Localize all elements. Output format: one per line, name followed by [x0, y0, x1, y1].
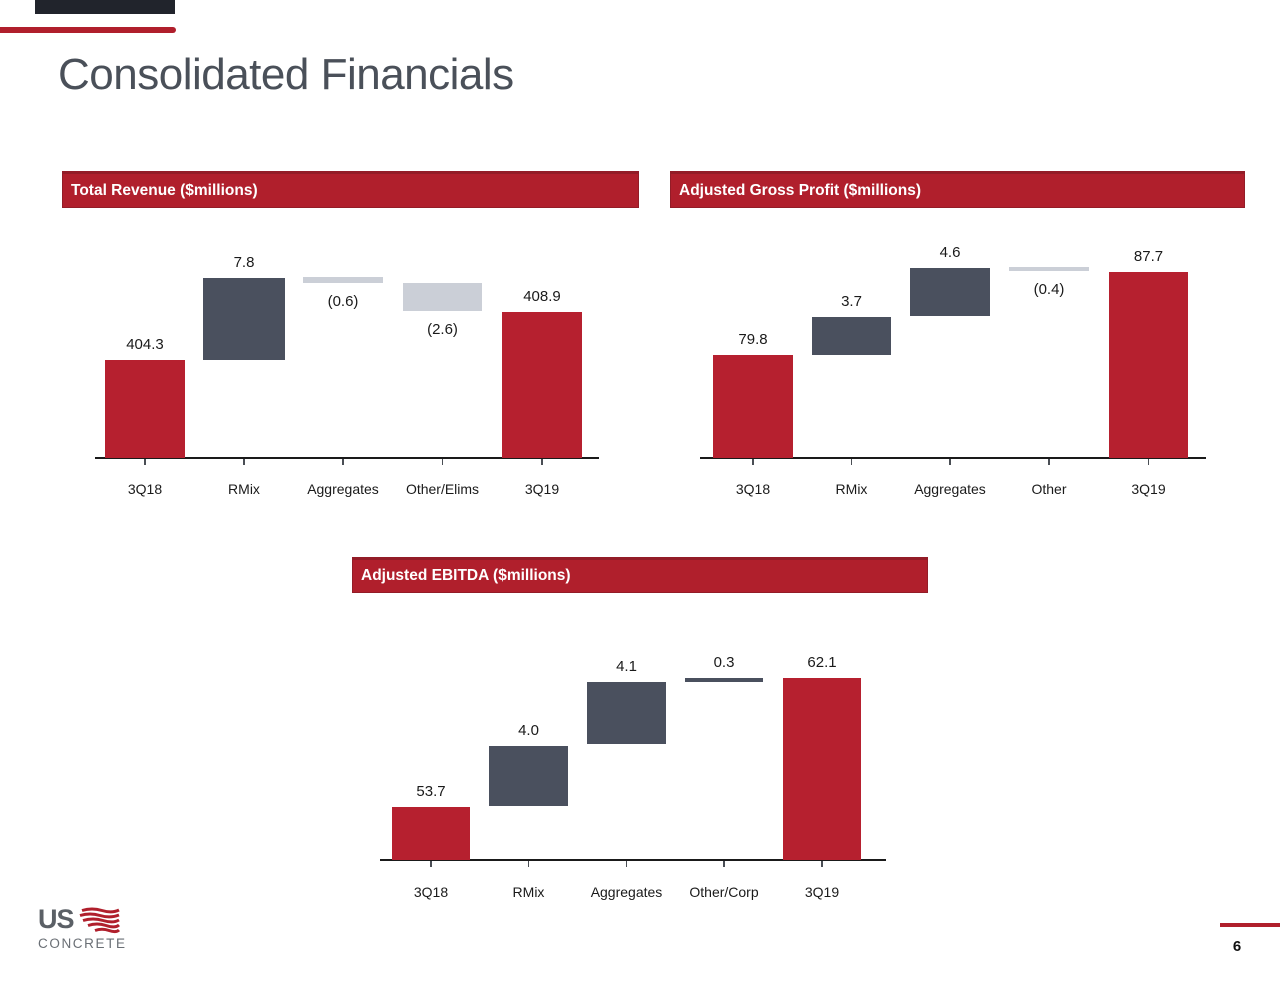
- value-label-3q19: 87.7: [1133, 248, 1164, 265]
- axis-tick: [144, 459, 146, 465]
- chart-banner-total-revenue: Total Revenue ($millions): [62, 171, 639, 208]
- category-label-3q19: 3Q19: [524, 481, 560, 497]
- axis-tick: [441, 459, 443, 465]
- chart-title-adjusted-gross-profit: Adjusted Gross Profit ($millions): [679, 181, 921, 199]
- axis-tick: [625, 861, 627, 867]
- header-dark-bar: [35, 0, 175, 14]
- value-label-other-corp: 0.3: [713, 654, 735, 671]
- chart-banner-adjusted-ebitda: Adjusted EBITDA ($millions): [352, 557, 928, 593]
- axis-tick: [541, 459, 543, 465]
- bar-3q19: [502, 312, 582, 458]
- axis-tick: [1048, 459, 1050, 465]
- bar-aggregates: [587, 682, 666, 744]
- page-title: Consolidated Financials: [58, 50, 514, 99]
- x-axis: [700, 457, 1206, 459]
- chart-banner-adjusted-gross-profit: Adjusted Gross Profit ($millions): [670, 171, 1245, 208]
- us-flag-stripes-icon: [79, 907, 120, 934]
- axis-tick: [821, 861, 823, 867]
- category-label-rmix: RMix: [835, 481, 868, 497]
- value-label-other-elims: (2.6): [427, 321, 458, 338]
- axis-tick: [1147, 459, 1149, 465]
- bar-3q19: [783, 678, 861, 860]
- category-label-3q18: 3Q18: [413, 884, 449, 900]
- value-label-rmix: 3.7: [841, 293, 862, 310]
- axis-tick: [527, 861, 529, 867]
- bar-other: [1009, 267, 1089, 271]
- bar-aggregates: [303, 277, 383, 283]
- logo-text-us: US: [38, 904, 75, 934]
- us-concrete-logo: US CONCRETE: [38, 906, 127, 952]
- bar-other-elims: [403, 283, 482, 311]
- value-label-3q19: 62.1: [807, 654, 837, 671]
- axis-tick: [430, 861, 432, 867]
- bar-aggregates: [910, 268, 990, 316]
- category-label-aggregates: Aggregates: [307, 481, 379, 497]
- bar-3q19: [1109, 272, 1188, 458]
- value-label-3q18: 53.7: [416, 783, 446, 800]
- category-label-3q18: 3Q18: [127, 481, 163, 497]
- bar-rmix: [812, 317, 891, 355]
- category-label-rmix: RMix: [228, 481, 260, 497]
- axis-tick: [342, 459, 344, 465]
- logo-top-row: US: [38, 906, 127, 934]
- category-label-other-corp: Other/Corp: [689, 884, 759, 900]
- value-label-aggregates: 4.6: [939, 244, 961, 261]
- logo-text-concrete: CONCRETE: [38, 936, 127, 951]
- value-label-rmix: 7.8: [233, 254, 255, 271]
- chart-title-total-revenue: Total Revenue ($millions): [71, 181, 258, 199]
- axis-tick: [752, 459, 754, 465]
- chart-title-adjusted-ebitda: Adjusted EBITDA ($millions): [361, 567, 571, 584]
- value-label-aggregates: (0.6): [327, 293, 359, 310]
- header-red-accent-line: [0, 27, 176, 33]
- value-label-3q18: 404.3: [126, 336, 164, 353]
- bar-3q18: [713, 355, 793, 458]
- category-label-other-elims: Other/Elims: [405, 481, 480, 497]
- bar-rmix: [489, 746, 568, 806]
- x-axis: [95, 457, 599, 459]
- axis-tick: [243, 459, 245, 465]
- bar-rmix: [203, 278, 285, 360]
- axis-tick: [850, 459, 852, 465]
- value-label-other: (0.4): [1033, 281, 1065, 298]
- value-label-3q18: 79.8: [738, 331, 768, 348]
- bar-3q18: [392, 807, 470, 860]
- category-label-3q19: 3Q19: [1131, 481, 1166, 497]
- value-label-rmix: 4.0: [518, 722, 539, 739]
- page-number: 6: [1232, 938, 1242, 955]
- axis-tick: [723, 861, 725, 867]
- x-axis: [380, 859, 886, 861]
- value-label-aggregates: 4.1: [616, 658, 637, 675]
- bar-other-corp: [685, 678, 763, 682]
- category-label-3q18: 3Q18: [735, 481, 771, 497]
- category-label-rmix: RMix: [512, 884, 545, 900]
- footer-red-accent-line: [1220, 923, 1280, 927]
- category-label-3q19: 3Q19: [804, 884, 840, 900]
- category-label-aggregates: Aggregates: [914, 481, 986, 497]
- category-label-aggregates: Aggregates: [590, 884, 663, 900]
- value-label-3q19: 408.9: [523, 288, 561, 305]
- bar-3q18: [105, 360, 185, 458]
- axis-tick: [949, 459, 951, 465]
- category-label-other: Other: [1031, 481, 1067, 497]
